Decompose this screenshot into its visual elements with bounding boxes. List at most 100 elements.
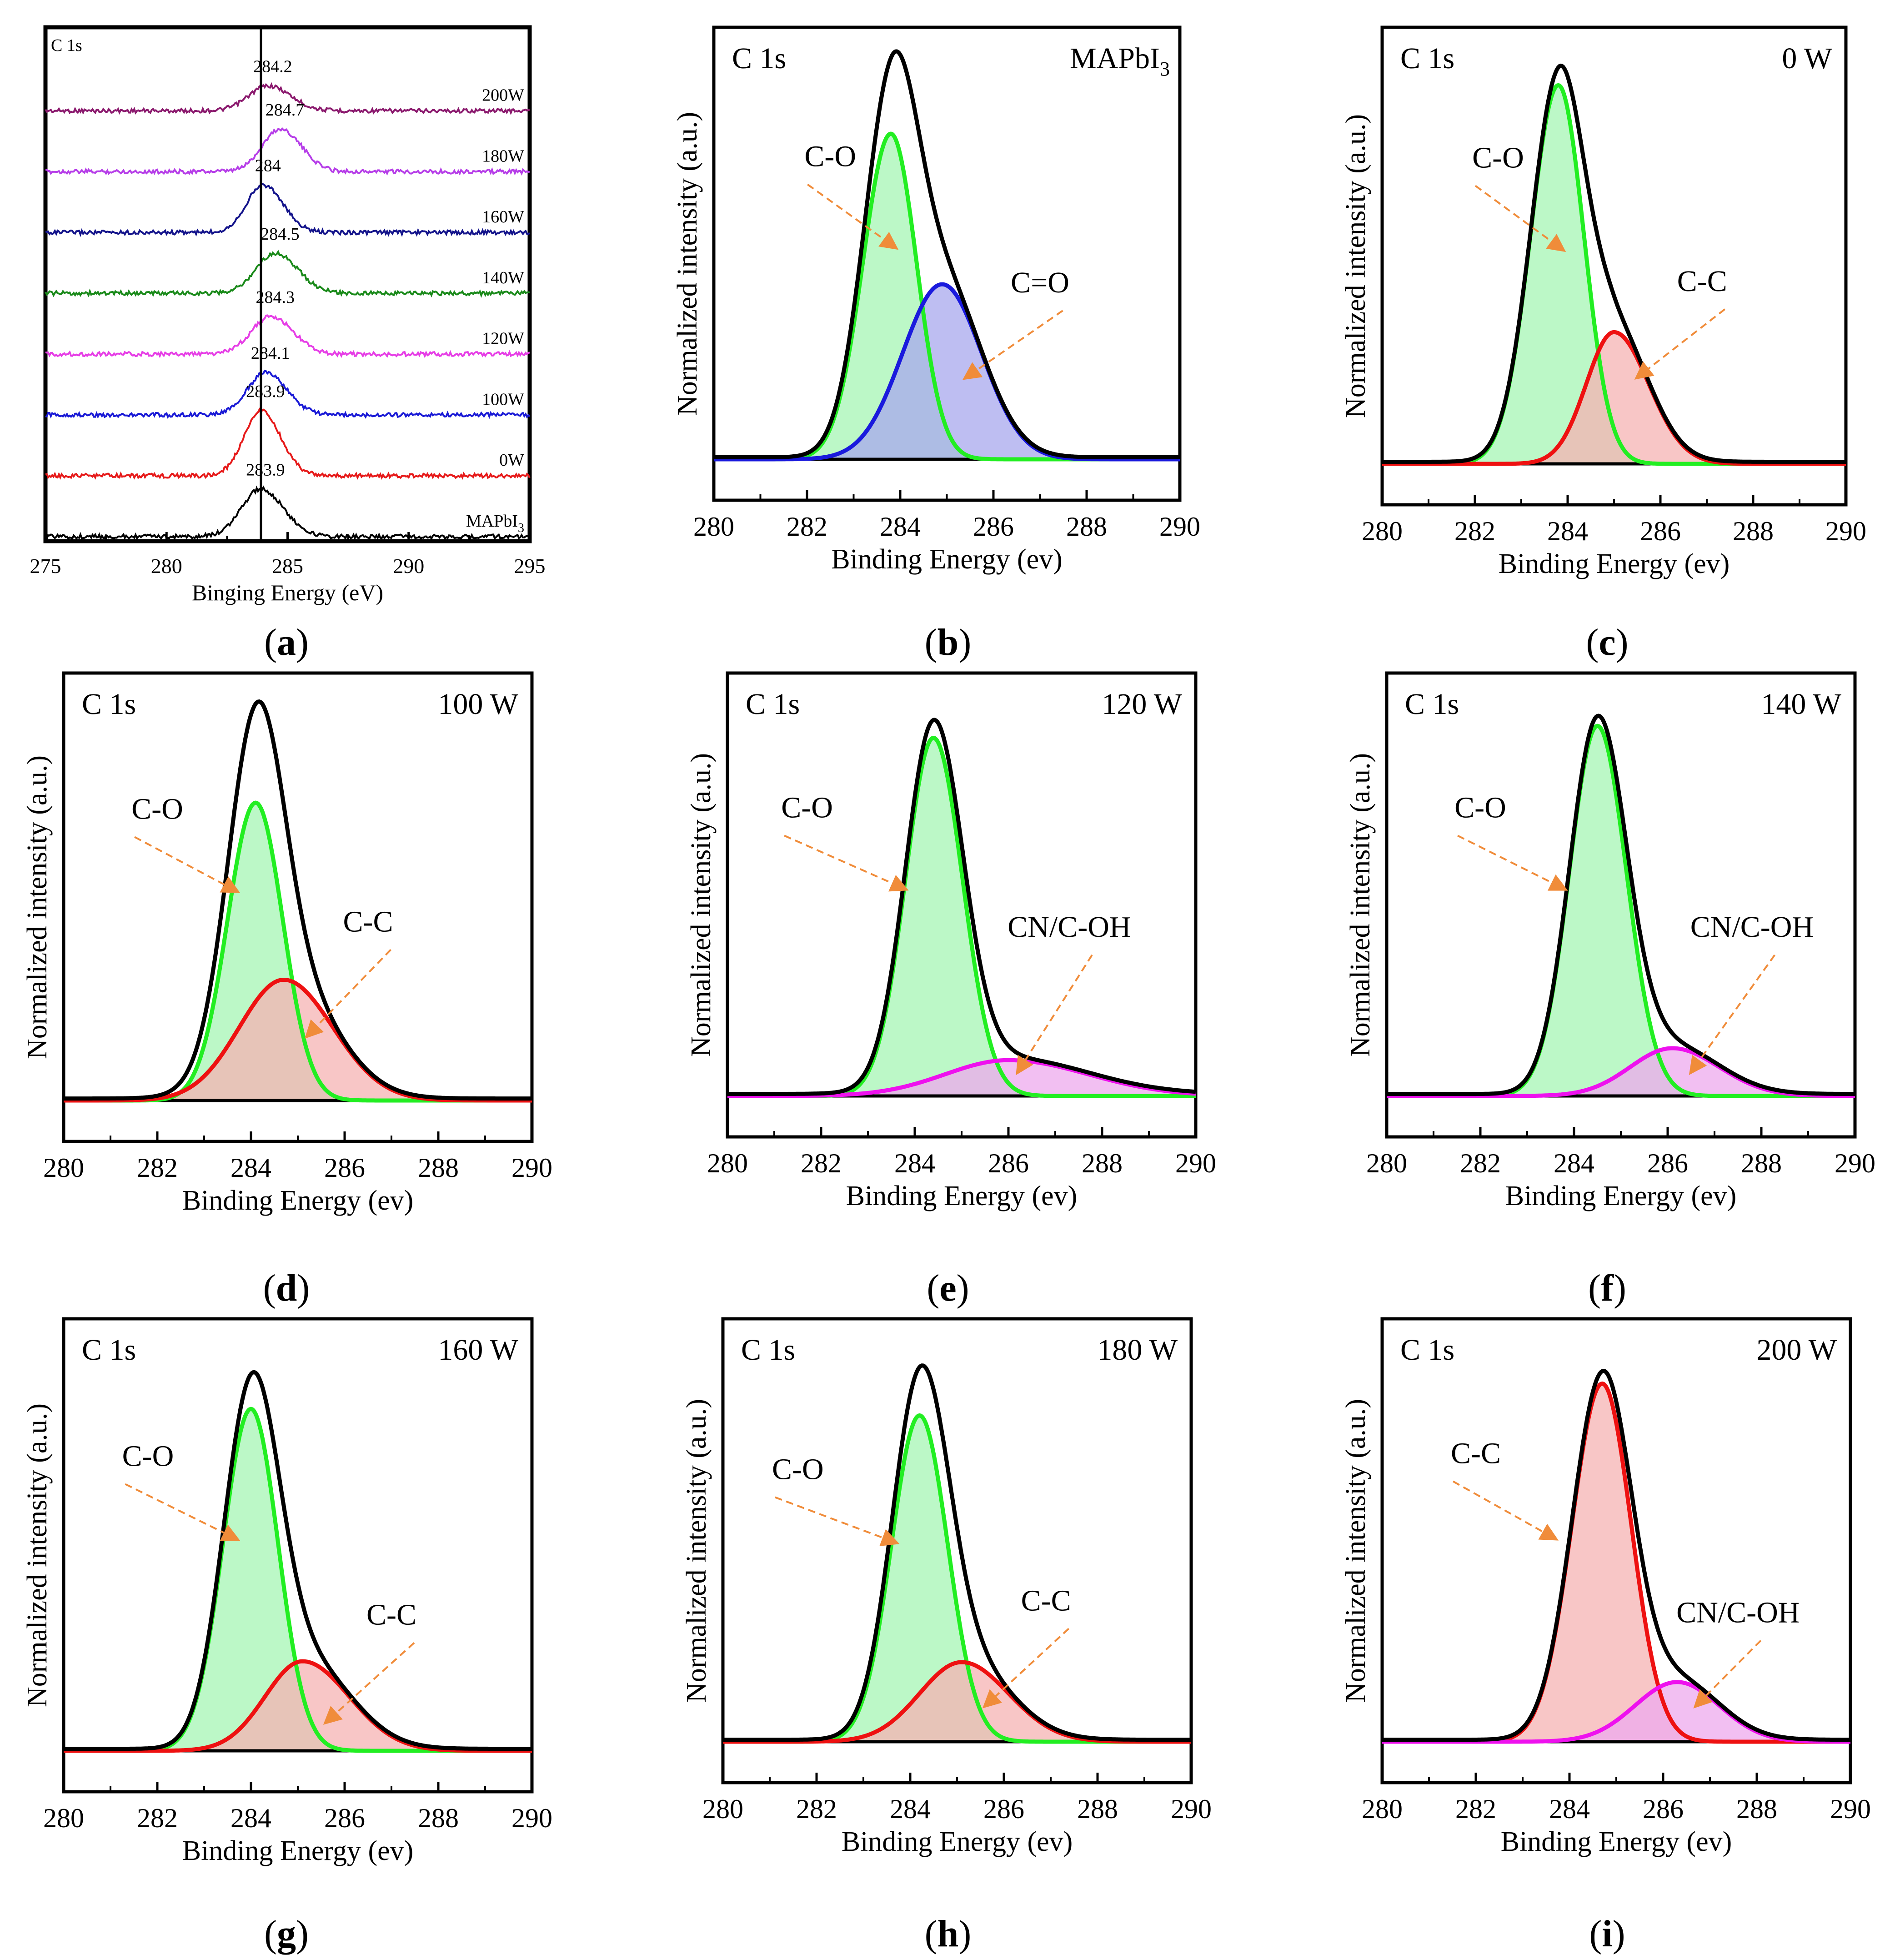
x-tick-label: 284 xyxy=(1549,1794,1590,1824)
x-tick-label: 288 xyxy=(1066,512,1107,542)
component-label: C-C xyxy=(1451,1437,1501,1470)
component-arrow xyxy=(305,949,391,1039)
y-axis-label: Normalized intensity (a.u.) xyxy=(1340,114,1371,418)
x-tick-label: 280 xyxy=(707,1148,748,1178)
component-fill-cc xyxy=(723,1662,1191,1742)
x-tick-label: 280 xyxy=(1366,1148,1407,1178)
panel-letter-b: (b) xyxy=(925,621,972,663)
x-axis-label: Binding Energy (ev) xyxy=(831,544,1063,575)
condition-label: 200 W xyxy=(1756,1333,1837,1367)
y-axis-label: Normalized intensity (a.u.) xyxy=(22,1403,53,1707)
condition-label: 160 W xyxy=(438,1333,518,1367)
component-fill-cc xyxy=(64,1661,532,1751)
a-x-axis-label: Binging Energy (eV) xyxy=(192,580,383,605)
x-tick-label: 286 xyxy=(988,1148,1029,1178)
envelope-line xyxy=(714,49,1180,459)
corner-label: C 1s xyxy=(1405,688,1459,721)
y-axis-label: Normalized intensity (a.u.) xyxy=(22,755,53,1059)
x-tick-label: 284 xyxy=(231,1153,271,1183)
panel-letter-e: (e) xyxy=(927,1267,969,1309)
x-tick-label: 284 xyxy=(231,1803,271,1833)
component-label: C-C xyxy=(1021,1584,1071,1617)
component-label: C-C xyxy=(366,1598,416,1632)
component-label: CN/C-OH xyxy=(1690,910,1814,944)
panel-letter-i: (i) xyxy=(1589,1913,1625,1955)
component-arrow xyxy=(1016,954,1093,1075)
a-x-tick-label: 285 xyxy=(272,554,303,578)
panel-h: 280 282 284 286 288 290 Binding Energy (ev) Nor… xyxy=(681,1317,1212,1857)
component-fill-cdo xyxy=(714,284,1180,459)
x-tick-label: 286 xyxy=(1647,1148,1688,1178)
x-tick-label: 280 xyxy=(43,1803,84,1833)
x-tick-label: 282 xyxy=(137,1153,178,1183)
a-series-name: 120W xyxy=(482,329,524,348)
y-axis-label: Normalized intensity (a.u.) xyxy=(681,1399,712,1703)
x-tick-label: 280 xyxy=(1362,516,1403,546)
a-series-line xyxy=(45,485,531,541)
a-series-line xyxy=(45,182,531,237)
a-series-name: 0W xyxy=(499,451,524,470)
a-peak-label: 284 xyxy=(255,156,281,176)
x-tick-label: 284 xyxy=(880,512,921,542)
x-tick-label: 290 xyxy=(1835,1148,1875,1178)
component-fill-cn xyxy=(1382,1682,1850,1742)
component-arrow xyxy=(1689,954,1776,1075)
panel-b: 280 282 284 286 288 290 Binding Energy (ev) Nor… xyxy=(672,25,1200,575)
a-series-name: 140W xyxy=(482,268,524,287)
x-tick-label: 282 xyxy=(801,1148,842,1178)
x-tick-label: 288 xyxy=(1736,1794,1777,1824)
x-tick-label: 284 xyxy=(894,1148,935,1178)
a-peak-label: 283.9 xyxy=(246,382,285,401)
corner-label: C 1s xyxy=(741,1333,795,1367)
corner-label: C 1s xyxy=(1400,42,1454,75)
a-peak-label: 283.9 xyxy=(246,460,285,479)
x-tick-label: 290 xyxy=(511,1803,552,1833)
a-series-name: 180W xyxy=(482,146,524,166)
envelope-line xyxy=(1387,714,1855,1096)
component-arrow xyxy=(1693,1640,1762,1709)
a-peak-label: 284.2 xyxy=(253,57,292,76)
component-fill-cc xyxy=(1382,1383,1850,1742)
x-tick-label: 290 xyxy=(1175,1148,1216,1178)
envelope-line xyxy=(723,1363,1191,1742)
x-tick-label: 282 xyxy=(787,512,827,542)
component-arrow xyxy=(1453,1480,1559,1541)
x-tick-label: 290 xyxy=(1830,1794,1871,1824)
component-arrow xyxy=(134,836,241,893)
x-tick-label: 282 xyxy=(796,1794,837,1824)
component-label: C-O xyxy=(1454,791,1506,824)
condition-label: 120 W xyxy=(1102,688,1182,721)
envelope-line xyxy=(64,699,532,1101)
x-tick-label: 288 xyxy=(1077,1794,1118,1824)
x-tick-label: 286 xyxy=(324,1803,365,1833)
a-peak-label: 284.7 xyxy=(266,101,305,120)
corner-label: C 1s xyxy=(82,688,136,721)
x-tick-label: 288 xyxy=(418,1803,459,1833)
component-arrow xyxy=(1634,308,1726,380)
x-tick-label: 282 xyxy=(1460,1148,1501,1178)
condition-label: 100 W xyxy=(438,688,518,721)
component-fill-cc xyxy=(1382,332,1846,464)
x-tick-label: 288 xyxy=(1733,516,1774,546)
y-axis-label: Normalized intensity (a.u.) xyxy=(686,753,717,1057)
panel-a: 275 280 285 290 295 Binging Energy (eV) C 1s 28… xyxy=(30,25,546,605)
x-tick-label: 280 xyxy=(43,1153,84,1183)
y-axis-label: Normalized intensity (a.u.) xyxy=(1345,753,1376,1057)
a-x-tick-label: 295 xyxy=(514,554,546,578)
panel-letter-c: (c) xyxy=(1586,621,1628,663)
condition-label: 140 W xyxy=(1761,688,1841,721)
a-series-line xyxy=(45,127,530,176)
panel-letter-a: (a) xyxy=(264,621,309,663)
component-fill-co xyxy=(1387,726,1855,1096)
component-arrow xyxy=(775,1496,900,1546)
component-label: C-O xyxy=(804,140,856,173)
condition-label: MAPbI3 xyxy=(1070,42,1170,80)
a-series-line xyxy=(45,407,531,480)
corner-label: C 1s xyxy=(1400,1333,1454,1367)
component-arrow xyxy=(962,310,1063,380)
x-tick-label: 286 xyxy=(324,1153,365,1183)
a-corner-label: C 1s xyxy=(51,36,82,55)
envelope-line xyxy=(1382,63,1846,464)
corner-label: C 1s xyxy=(746,688,800,721)
x-axis-label: Binding Energy (ev) xyxy=(182,1835,414,1866)
